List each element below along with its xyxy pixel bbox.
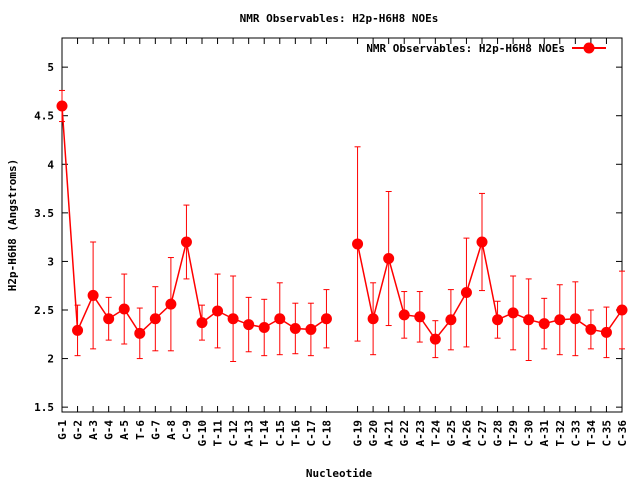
data-point (414, 311, 426, 323)
x-tick-label: T-14 (258, 420, 271, 447)
data-point (274, 313, 286, 325)
x-tick-label: A-5 (118, 420, 131, 440)
x-tick-label: A-21 (383, 420, 396, 447)
plot-area: 1.5 2 2.5 3 3.5 4 4.5 5 G-1 G-2 A-3 G-4 A-5 T-6 G-7 A-8… (34, 37, 629, 447)
y-tick-label: 1.5 (34, 401, 54, 414)
x-tick-label: T-34 (585, 420, 598, 447)
y-tick-label: 2.5 (34, 304, 54, 317)
data-point (492, 314, 504, 326)
data-point (616, 304, 628, 316)
series-line (356, 241, 623, 341)
data-point (196, 317, 208, 329)
data-point (118, 303, 130, 315)
y-tick-label: 3 (47, 255, 54, 268)
x-tick-label: T-6 (134, 420, 147, 440)
x-tick-label: A-8 (165, 420, 178, 440)
x-tick-label: G-10 (196, 420, 209, 447)
data-point (367, 313, 379, 325)
x-tick-label: G-20 (367, 420, 380, 447)
y-tick-label: 2 (47, 353, 54, 366)
data-point (227, 313, 239, 325)
data-point (72, 324, 84, 336)
x-axis-label: Nucleotide (306, 467, 373, 480)
data-point (56, 100, 68, 112)
x-tick-label: T-29 (507, 420, 520, 447)
data-point (243, 319, 255, 331)
data-point (212, 305, 224, 317)
x-tick-label: T-16 (289, 420, 302, 447)
x-tick-label: C-18 (320, 420, 333, 447)
x-tick-label: G-19 (352, 420, 365, 447)
data-point (398, 309, 410, 321)
x-tick-label: A-23 (414, 420, 427, 447)
x-tick-label: C-36 (616, 420, 629, 447)
data-point (445, 314, 457, 326)
x-tick-label: G-28 (492, 420, 505, 447)
data-point (600, 326, 612, 338)
legend-label: NMR Observables: H2p-H6H8 NOEs (366, 42, 565, 55)
data-point (320, 313, 332, 325)
x-tick-label: C-15 (274, 420, 287, 447)
chart-title: NMR Observables: H2p-H6H8 NOEs (240, 12, 439, 25)
x-tick-label: A-3 (87, 420, 100, 440)
data-point (165, 298, 177, 310)
y-axis-label: H2p-H6H8 (Angstroms) (6, 159, 19, 291)
x-tick-label: C-9 (180, 420, 193, 440)
x-tick-label: C-12 (227, 420, 240, 447)
data-point (554, 314, 566, 326)
data-point (507, 307, 519, 319)
x-tick-label: C-27 (476, 420, 489, 447)
data-point (258, 321, 270, 333)
data-point (180, 236, 192, 248)
x-tick-label: G-22 (398, 420, 411, 447)
data-point (103, 313, 115, 325)
data-point (149, 313, 161, 325)
x-tick-label: T-24 (429, 420, 442, 447)
x-tick-label: G-1 (56, 420, 69, 440)
x-tick-label: A-31 (538, 420, 551, 447)
x-tick-label: A-26 (460, 420, 473, 447)
legend-marker (583, 42, 595, 54)
data-point (383, 253, 395, 265)
x-tick-label: G-25 (445, 420, 458, 447)
x-tick-label: T-32 (554, 420, 567, 447)
plot-frame (61, 37, 623, 413)
y-tick-label: 5 (47, 61, 54, 74)
data-point (460, 287, 472, 299)
y-tick-label: 4.5 (34, 110, 54, 123)
data-point (569, 313, 581, 325)
series-line (61, 105, 327, 335)
x-tick-label: G-2 (72, 420, 85, 440)
y-tick-label: 4 (47, 158, 54, 171)
x-tick-label: A-13 (243, 420, 256, 447)
x-tick-label: T-11 (212, 420, 225, 447)
data-point (538, 318, 550, 330)
x-tick-label: C-17 (305, 420, 318, 447)
data-point (289, 322, 301, 334)
legend: NMR Observables: H2p-H6H8 NOEs (366, 42, 606, 55)
y-tick-label: 3.5 (34, 207, 54, 220)
x-tick-label: C-30 (523, 420, 536, 447)
x-tick-label: C-35 (600, 420, 613, 447)
data-point (352, 238, 364, 250)
data-point (585, 323, 597, 335)
data-point (134, 327, 146, 339)
x-tick-label: C-33 (569, 420, 582, 447)
x-tick-label: G-7 (149, 420, 162, 440)
data-point (87, 289, 99, 301)
data-point (429, 333, 441, 345)
data-point (305, 323, 317, 335)
x-tick-label: G-4 (103, 420, 116, 440)
data-point (476, 236, 488, 248)
data-point (523, 314, 535, 326)
